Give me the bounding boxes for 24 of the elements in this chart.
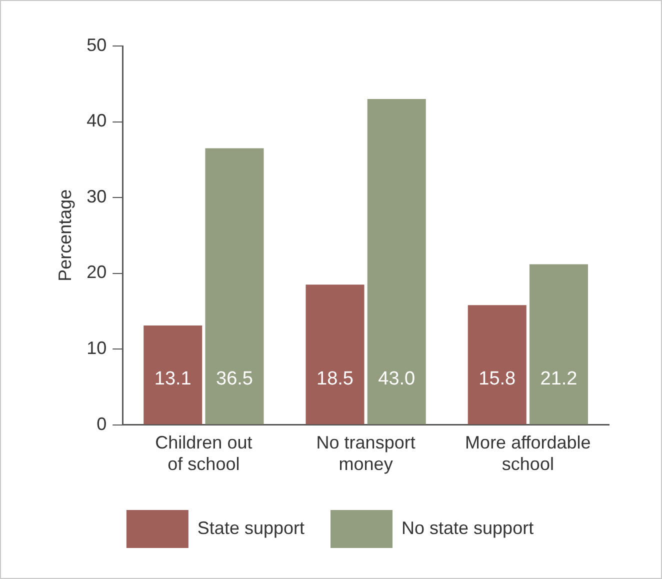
x-tick-label: No transport money: [316, 432, 416, 474]
y-tick-label: 40: [86, 110, 107, 131]
bar: [529, 264, 588, 424]
x-tick-label: Children out of school: [155, 432, 252, 474]
y-tick-label: 10: [86, 338, 107, 358]
text: 13.1: [154, 368, 192, 390]
bar: [306, 284, 364, 424]
y-tick-label: 30: [86, 186, 107, 206]
text: 15.8: [478, 368, 516, 390]
y-tick-label: 20: [86, 262, 107, 282]
y-tick-label: 50: [86, 34, 107, 55]
legend-label: No state support: [402, 518, 534, 538]
y-axis-title: Percentage: [54, 189, 75, 282]
bar: [468, 305, 526, 424]
text: 36.5: [216, 368, 253, 390]
legend-label: State support: [197, 518, 305, 538]
bar: [205, 148, 264, 424]
y-tick-label: 0: [96, 414, 107, 434]
text: 18.5: [316, 368, 354, 390]
x-tick-label: More affordable school: [465, 432, 591, 474]
bar: [367, 99, 426, 424]
text: 21.2: [540, 368, 578, 390]
text: 43.0: [378, 368, 416, 390]
bar: [144, 326, 202, 424]
